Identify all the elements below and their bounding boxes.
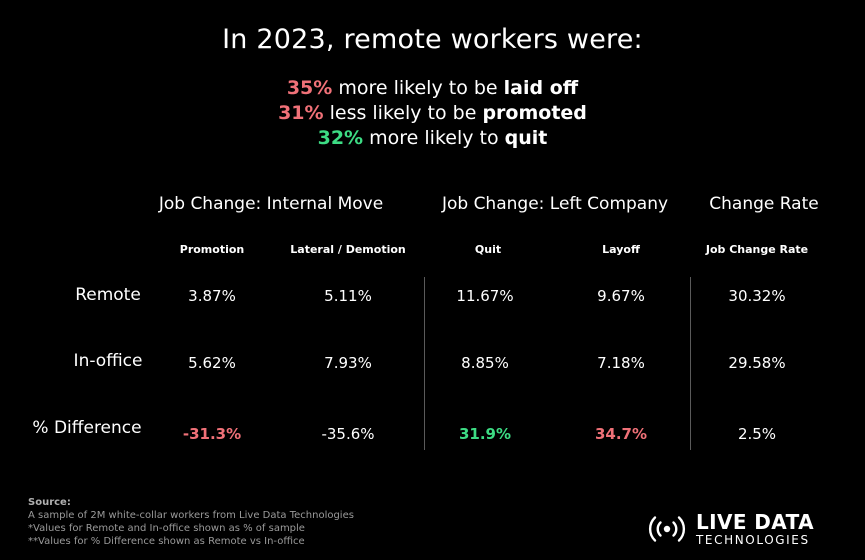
source-note: Source: A sample of 2M white-collar work… (28, 496, 354, 548)
row-label-difference: % Difference (32, 418, 142, 438)
source-line: *Values for Remote and In-office shown a… (28, 523, 305, 534)
stat-pct: 35% (286, 77, 333, 99)
table-cell: 11.67% (456, 287, 514, 305)
table-cell: 3.87% (188, 287, 236, 305)
group-header-internal-move: Job Change: Internal Move (158, 194, 384, 214)
column-divider (690, 277, 691, 450)
live-data-logo: LIVE DATA TECHNOLOGIES (646, 512, 814, 546)
stat-text: more likely to (363, 127, 505, 149)
column-divider (424, 277, 425, 450)
logo-line2: TECHNOLOGIES (696, 533, 810, 547)
column-header-promotion: Promotion (179, 243, 245, 256)
table-cell-diff: 2.5% (737, 425, 777, 443)
broadcast-icon (648, 516, 686, 542)
stat-text: less likely to be (323, 102, 483, 124)
row-label-in-office: In-office (73, 351, 143, 371)
stat-pct: 32% (317, 127, 364, 149)
source-line: **Values for % Difference shown as Remot… (28, 536, 305, 547)
stat-pct: 31% (278, 102, 324, 124)
stat-bold: quit (504, 127, 548, 149)
group-header-left-company: Job Change: Left Company (441, 194, 669, 214)
table-cell: 5.11% (324, 287, 372, 305)
column-header-lateral-demotion: Lateral / Demotion (290, 243, 406, 256)
table-cell-diff: -35.6% (321, 425, 375, 443)
stat-bold: laid off (503, 77, 579, 99)
column-header-layoff: Layoff (602, 243, 640, 256)
table-cell: 29.58% (728, 354, 786, 372)
table-cell: 7.93% (324, 354, 372, 372)
logo-wordmark: LIVE DATA TECHNOLOGIES (696, 512, 814, 546)
row-label-remote: Remote (75, 285, 141, 305)
table-cell: 9.67% (597, 287, 645, 305)
source-heading: Source: (28, 497, 71, 508)
group-header-change-rate: Change Rate (709, 194, 819, 214)
table-cell: 5.62% (188, 354, 236, 372)
stat-laid-off: 35% more likely to be laid off (0, 75, 865, 101)
stat-promoted: 31% less likely to be promoted (0, 100, 865, 126)
table-cell: 7.18% (597, 354, 645, 372)
table-cell-diff: -31.3% (182, 425, 242, 443)
table-cell-diff: 34.7% (594, 425, 648, 443)
table-cell: 30.32% (728, 287, 786, 305)
column-header-quit: Quit (474, 243, 502, 256)
stat-bold: promoted (482, 102, 587, 124)
logo-line1: LIVE DATA (696, 510, 814, 534)
table-cell-diff: 31.9% (458, 425, 512, 443)
table-cell: 8.85% (461, 354, 509, 372)
column-header-job-change-rate: Job Change Rate (705, 243, 809, 256)
stat-text: more likely to be (332, 77, 504, 99)
page-title: In 2023, remote workers were: (222, 24, 643, 55)
source-line: A sample of 2M white-collar workers from… (28, 510, 354, 521)
stat-quit: 32% more likely to quit (0, 125, 865, 151)
